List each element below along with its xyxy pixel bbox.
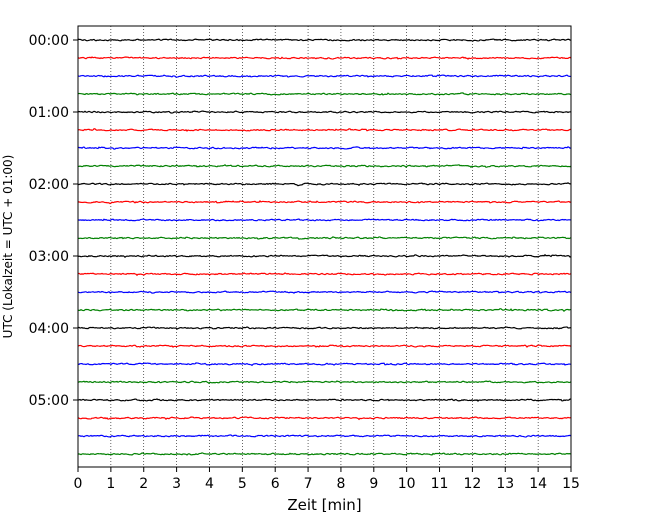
- x-tick-label-7: 7: [304, 476, 313, 492]
- x-tick-label-6: 6: [271, 476, 280, 492]
- x-tick-label-3: 3: [172, 476, 181, 492]
- trace-1: [77, 38, 572, 42]
- trace-21: [77, 398, 572, 402]
- trace-18: [77, 344, 572, 348]
- x-axis-ticks: 0 1 2 3 4 5 6 7 8 9 10 11 12 13 14 15: [74, 467, 580, 492]
- x-tick-label-5: 5: [238, 476, 247, 492]
- trace-12: [77, 236, 572, 240]
- x-tick-label-2: 2: [139, 476, 148, 492]
- trace-17: [77, 326, 572, 330]
- y-tick-label-01:00: 01:00: [29, 105, 69, 121]
- x-tick-label-4: 4: [205, 476, 214, 492]
- x-tick-label-11: 11: [431, 476, 449, 492]
- plot-frame: [77, 25, 572, 468]
- trace-24: [77, 452, 572, 456]
- y-tick-label-03:00: 03:00: [29, 249, 69, 265]
- x-tick-label-12: 12: [463, 476, 481, 492]
- y-axis-ticks: 00:00 01:00 02:00 03:00 04:00 05:00: [29, 33, 78, 409]
- x-tick-label-10: 10: [398, 476, 416, 492]
- x-tick-label-13: 13: [496, 476, 514, 492]
- y-tick-label-02:00: 02:00: [29, 177, 69, 193]
- trace-19: [77, 362, 572, 367]
- trace-group: [77, 38, 572, 456]
- x-tick-label-1: 1: [106, 476, 115, 492]
- trace-16: [77, 308, 572, 313]
- trace-6: [77, 128, 572, 132]
- trace-7: [77, 146, 572, 150]
- trace-11: [77, 218, 572, 222]
- y-tick-label-05:00: 05:00: [29, 393, 69, 409]
- trace-4: [77, 92, 572, 96]
- trace-22: [77, 416, 572, 421]
- y-tick-label-04:00: 04:00: [29, 321, 69, 337]
- y-tick-label-00:00: 00:00: [29, 33, 69, 49]
- trace-10: [77, 200, 572, 205]
- x-tick-label-8: 8: [336, 476, 345, 492]
- trace-15: [77, 290, 572, 294]
- trace-13: [77, 253, 572, 258]
- x-tick-label-9: 9: [369, 476, 378, 492]
- trace-9: [78, 182, 572, 187]
- trace-14: [77, 272, 572, 277]
- trace-20: [77, 380, 572, 385]
- trace-5: [77, 110, 572, 114]
- y-axis-label: UTC (Lokalzeit = UTC + 01:00): [1, 155, 15, 339]
- trace-23: [77, 434, 572, 438]
- x-tick-label-0: 0: [74, 476, 83, 492]
- trace-8: [77, 164, 572, 169]
- x-axis-label: Zeit [min]: [287, 496, 361, 514]
- trace-2: [77, 56, 572, 60]
- trace-3: [77, 74, 572, 78]
- x-tick-label-14: 14: [529, 476, 547, 492]
- x-tick-label-15: 15: [562, 476, 580, 492]
